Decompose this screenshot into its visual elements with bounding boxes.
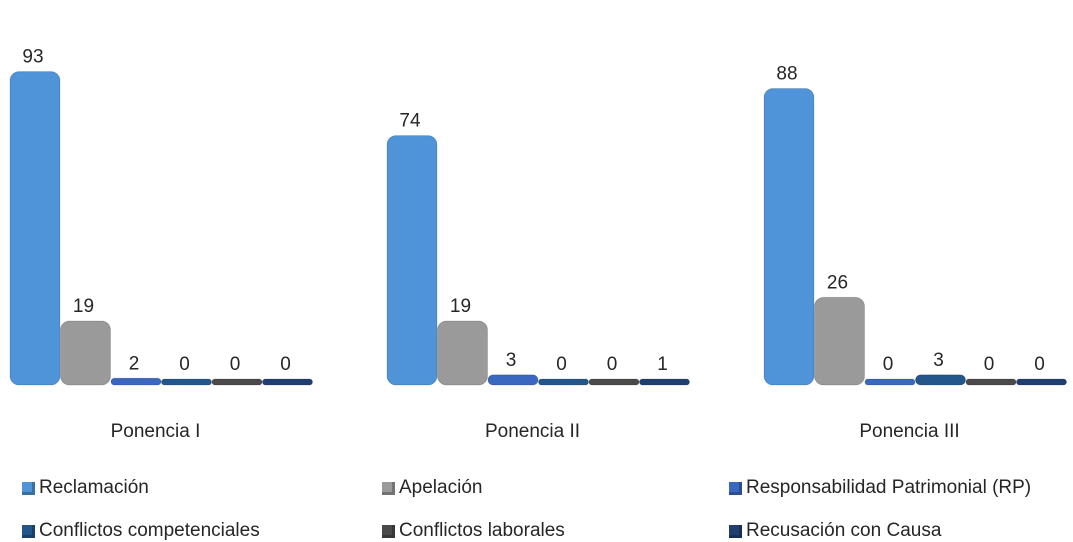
category-label: Ponencia III bbox=[859, 421, 959, 442]
data-label: 19 bbox=[450, 296, 471, 317]
data-label: 0 bbox=[883, 354, 894, 375]
bar-shade bbox=[262, 378, 313, 386]
data-label: 3 bbox=[506, 350, 517, 371]
bar-shade bbox=[639, 378, 690, 386]
bar-shade bbox=[965, 378, 1017, 386]
data-label: 0 bbox=[1034, 354, 1045, 375]
data-label: 0 bbox=[556, 354, 567, 375]
bar-shade bbox=[814, 296, 865, 386]
data-label: 2 bbox=[129, 353, 140, 374]
category-label: Ponencia I bbox=[111, 421, 201, 442]
data-label: 26 bbox=[827, 272, 848, 293]
bar-shade bbox=[161, 378, 212, 386]
bar-shade bbox=[915, 374, 966, 386]
data-label: 93 bbox=[22, 47, 43, 68]
data-label: 19 bbox=[73, 296, 94, 317]
data-label: 88 bbox=[776, 63, 797, 84]
category-label: Ponencia II bbox=[485, 421, 580, 442]
data-label: 0 bbox=[607, 354, 618, 375]
bar-shade bbox=[1016, 378, 1067, 386]
bar-shade bbox=[110, 377, 162, 386]
bar-shade bbox=[9, 71, 61, 386]
data-label: 0 bbox=[280, 354, 291, 375]
data-label: 1 bbox=[657, 354, 668, 375]
bar-shade bbox=[588, 378, 640, 386]
data-label: 0 bbox=[984, 354, 995, 375]
bar-shade bbox=[763, 87, 815, 386]
data-label: 74 bbox=[399, 111, 421, 132]
bar-shade bbox=[60, 320, 111, 386]
bar-shade bbox=[864, 378, 916, 386]
bar-shade bbox=[211, 378, 263, 386]
data-label: 0 bbox=[179, 354, 190, 375]
bar-shade bbox=[487, 374, 539, 386]
bar-shade bbox=[538, 378, 589, 386]
bar-shade bbox=[386, 135, 438, 386]
data-label: 0 bbox=[230, 354, 241, 375]
bar-shade bbox=[437, 320, 488, 386]
data-label: 3 bbox=[933, 350, 944, 371]
